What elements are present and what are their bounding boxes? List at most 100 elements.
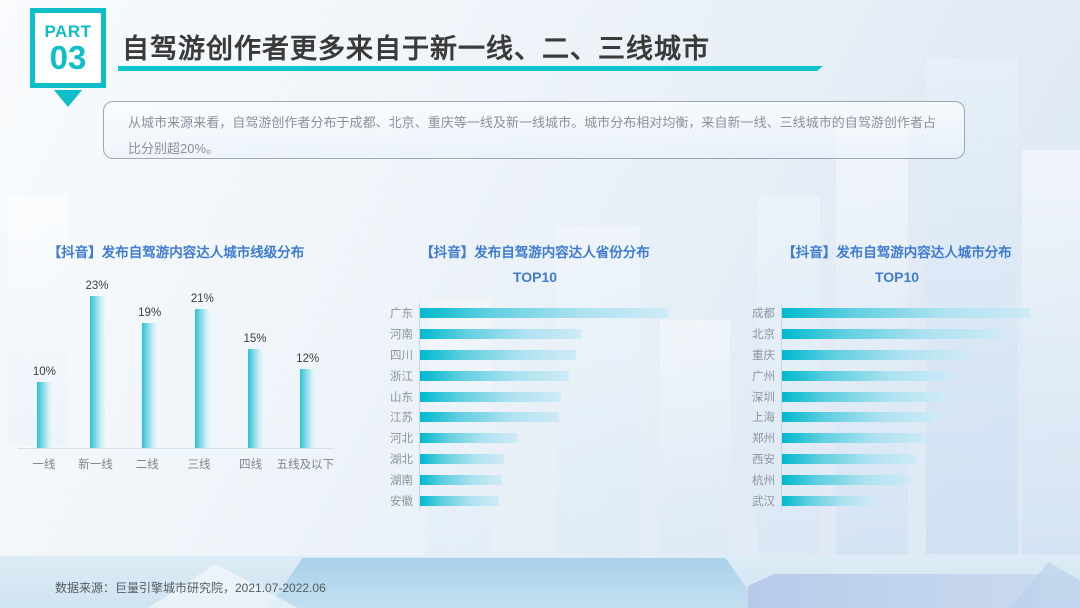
summary-text: 从城市来源来看，自驾游创作者分布于成都、北京、重庆等一线及新一线城市。城市分布相… xyxy=(128,115,936,156)
y-axis-label: 郑州 xyxy=(752,433,775,446)
bar-cell xyxy=(419,427,695,449)
x-axis-label: 五线及以下 xyxy=(276,459,335,471)
bar-cell xyxy=(419,303,695,324)
citytier-chart: 【抖音】发布自驾游内容达人城市线级分布 10% 23% 19% 21% 15% 12% 一… xyxy=(18,243,334,472)
y-axis-label: 北京 xyxy=(752,329,775,342)
bar-row: 湖北 xyxy=(375,448,695,470)
bar xyxy=(782,412,938,423)
bar xyxy=(420,308,668,319)
bar-column: 15% xyxy=(229,333,282,448)
bar xyxy=(420,370,569,381)
y-axis-label: 杭州 xyxy=(752,474,775,487)
province-chart: 【抖音】发布自驾游内容达人省份分布 TOP10 广东 河南 四川 浙江 山东 江苏 河北 湖北… xyxy=(375,243,695,511)
province-chart-title: 【抖音】发布自驾游内容达人省份分布 xyxy=(420,245,650,260)
bar-cell xyxy=(419,490,695,511)
bar-value-label: 12% xyxy=(296,353,320,365)
bar xyxy=(782,474,911,485)
bar-row: 湖南 xyxy=(375,469,695,491)
y-axis-label: 湖北 xyxy=(390,453,413,466)
bar-value-label: 10% xyxy=(32,366,56,378)
part-badge-label: PART xyxy=(44,21,92,41)
city-block-decoration xyxy=(556,226,640,554)
bar-cell xyxy=(781,386,1057,407)
city-block-decoration xyxy=(660,320,730,554)
title-underline xyxy=(118,66,823,71)
bar-row: 武汉 xyxy=(737,490,1057,511)
y-axis-label: 上海 xyxy=(752,412,775,425)
bar-column: 12% xyxy=(281,353,334,448)
y-axis-label: 西安 xyxy=(752,453,775,466)
part-badge-pointer xyxy=(54,90,82,107)
bar-row: 重庆 xyxy=(737,344,1057,366)
bar xyxy=(782,433,926,444)
bottom-band-shape xyxy=(268,558,760,608)
part-badge: PART 03 xyxy=(30,8,106,88)
bar-row: 四川 xyxy=(375,344,695,366)
bar-cell xyxy=(419,386,695,407)
bar xyxy=(300,369,316,448)
y-axis-label: 广州 xyxy=(752,370,775,383)
bar xyxy=(420,329,581,340)
bar xyxy=(420,495,499,506)
bar xyxy=(782,453,916,464)
bar-value-label: 19% xyxy=(138,307,162,319)
bar-row: 广东 xyxy=(375,303,695,324)
citytier-chart-categories: 一线 新一线 二线 三线 四线 五线及以下 xyxy=(18,456,334,472)
y-axis-label: 重庆 xyxy=(752,349,775,362)
bar-column: 23% xyxy=(71,280,124,448)
bar-row: 安徽 xyxy=(375,490,695,511)
y-axis-label: 广东 xyxy=(390,308,413,321)
bar-row: 广州 xyxy=(737,365,1057,387)
bar-column: 21% xyxy=(176,293,229,448)
bar xyxy=(420,349,576,360)
bar-cell xyxy=(419,448,695,470)
bar xyxy=(782,349,968,360)
bar-column: 19% xyxy=(123,307,176,448)
y-axis-label: 深圳 xyxy=(752,391,775,404)
bar xyxy=(782,391,946,402)
bar xyxy=(194,309,210,448)
bar-row: 郑州 xyxy=(737,427,1057,449)
bar-row: 江苏 xyxy=(375,406,695,428)
bar xyxy=(36,382,52,448)
city-chart-subtitle: TOP10 xyxy=(874,269,920,285)
bar-row: 成都 xyxy=(737,303,1057,324)
summary-box: 从城市来源来看，自驾游创作者分布于成都、北京、重庆等一线及新一线城市。城市分布相… xyxy=(103,101,965,159)
bar-cell xyxy=(419,365,695,387)
city-block-decoration xyxy=(428,300,490,554)
bar-row: 杭州 xyxy=(737,469,1057,491)
citytier-chart-title: 【抖音】发布自驾游内容达人城市线级分布 xyxy=(47,245,305,260)
y-axis-label: 安徽 xyxy=(390,495,413,508)
y-axis-label: 浙江 xyxy=(390,370,413,383)
bar-row: 山东 xyxy=(375,386,695,407)
bar-cell xyxy=(781,344,1057,366)
y-axis-label: 四川 xyxy=(390,349,413,362)
bar-row: 河南 xyxy=(375,323,695,345)
x-axis-label: 一线 xyxy=(32,459,56,471)
bar-cell xyxy=(781,448,1057,470)
y-axis-label: 山东 xyxy=(390,391,413,404)
y-axis-label: 河南 xyxy=(390,329,413,342)
bar-cell xyxy=(781,427,1057,449)
bar-cell xyxy=(781,469,1057,491)
x-axis-label: 三线 xyxy=(187,459,211,471)
data-source-note: 数据来源：巨量引擎城市研究院，2021.07-2022.06 xyxy=(55,581,326,595)
bar-row: 深圳 xyxy=(737,386,1057,407)
province-chart-rows: 广东 河南 四川 浙江 山东 江苏 河北 湖北 湖南 安徽 xyxy=(375,303,695,511)
y-axis-label: 武汉 xyxy=(752,495,775,508)
bar-value-label: 15% xyxy=(243,333,267,345)
bar-value-label: 21% xyxy=(190,293,214,305)
bar-value-label: 23% xyxy=(85,280,109,292)
bar-cell xyxy=(419,406,695,428)
city-block-decoration xyxy=(1022,150,1080,554)
bar-cell xyxy=(419,344,695,366)
bar xyxy=(782,370,953,381)
bar xyxy=(142,323,158,448)
bar xyxy=(420,474,502,485)
city-chart-rows: 成都北京重庆广州深圳上海郑州西安杭州武汉 xyxy=(737,303,1057,511)
bar-cell xyxy=(419,469,695,491)
x-axis-label: 二线 xyxy=(135,459,159,471)
bar xyxy=(420,453,504,464)
page-title: 自驾游创作者更多来自于新一线、二、三线城市 xyxy=(122,34,710,64)
